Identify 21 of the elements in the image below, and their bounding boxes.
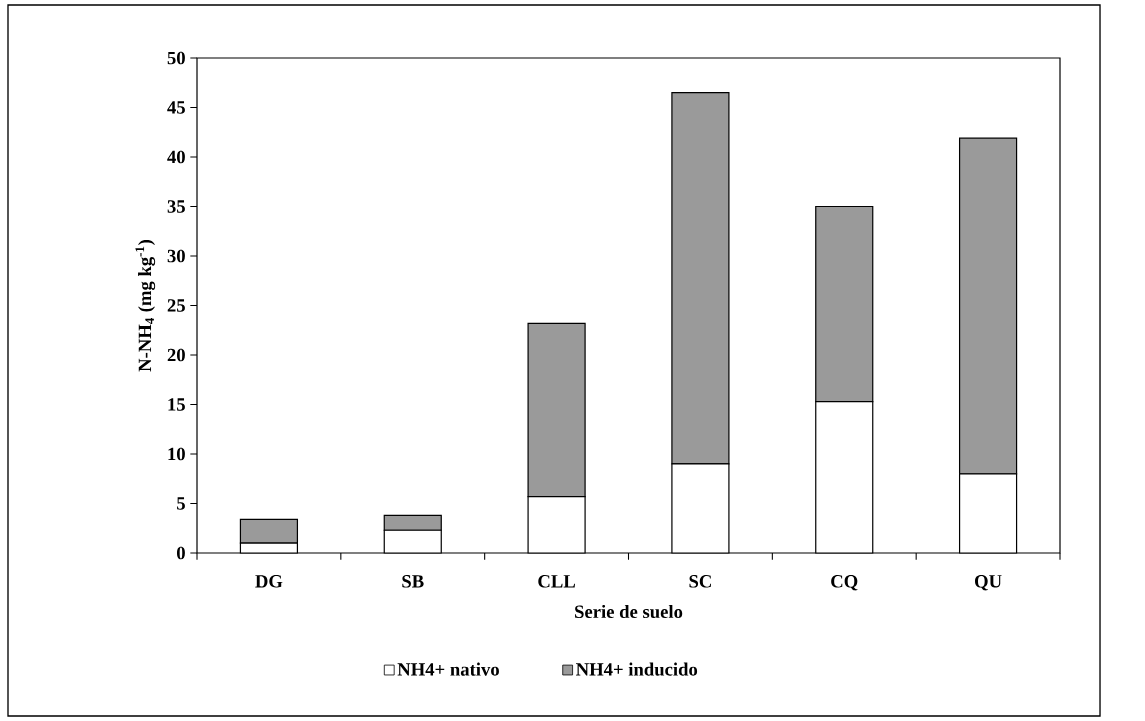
y-tick-label: 15 bbox=[168, 398, 185, 411]
y-tick-label: 50 bbox=[167, 51, 185, 65]
y-tick-label: 0 bbox=[177, 546, 185, 560]
y-axis-title: N-NH$_{4}$ (mg kg$^{-1}$) bbox=[135, 239, 156, 372]
x-tick-label: SC bbox=[689, 575, 711, 588]
legend-label: NH4+ inducido bbox=[576, 662, 698, 676]
x-tick-label: CLL bbox=[538, 575, 575, 588]
y-tick-label: 30 bbox=[167, 249, 185, 263]
y-tick-label: 5 bbox=[177, 497, 185, 510]
y-tick-label: 35 bbox=[167, 200, 185, 213]
y-tick-label: 25 bbox=[167, 299, 185, 312]
x-tick-label: SB bbox=[402, 575, 424, 588]
x-tick-label: DG bbox=[255, 575, 283, 588]
y-tick-label: 45 bbox=[167, 101, 185, 114]
x-tick-label: CQ bbox=[831, 575, 858, 591]
y-tick-label: 10 bbox=[168, 447, 185, 461]
legend-label: NH4+ nativo bbox=[397, 662, 499, 676]
y-tick-label: 40 bbox=[167, 150, 185, 164]
y-tick-label: 20 bbox=[167, 348, 185, 362]
x-axis-title: Serie de suelo bbox=[575, 604, 683, 619]
x-tick-label: QU bbox=[975, 575, 1002, 591]
